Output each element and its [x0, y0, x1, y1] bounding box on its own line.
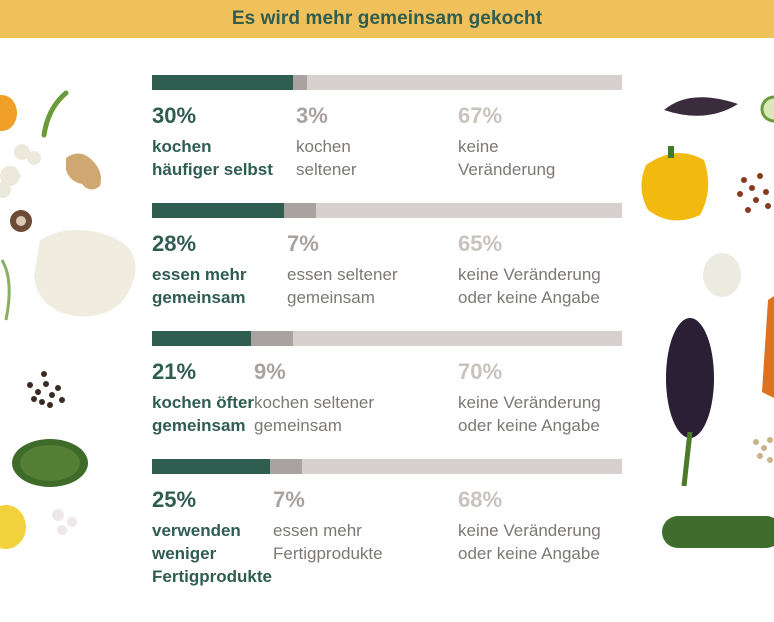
- bar-segment-negative: [250, 331, 293, 346]
- value-label: 68%: [458, 487, 503, 512]
- category-label: keine Veränderung oder keine Angabe: [458, 393, 601, 435]
- category-label: keine Veränderung: [458, 137, 556, 179]
- category-label: essen mehr gemeinsam: [152, 265, 247, 307]
- label-neutral-3: 70% keine Veränderung oder keine Angabe: [458, 359, 601, 437]
- bar-segment-positive: [152, 331, 251, 346]
- bar-row-1: [152, 75, 622, 90]
- bar-segment-negative: [293, 75, 308, 90]
- value-label: 21%: [152, 359, 197, 384]
- value-label: 70%: [458, 359, 503, 384]
- value-label: 65%: [458, 231, 503, 256]
- value-label: 28%: [152, 231, 197, 256]
- value-label: 7%: [287, 231, 319, 256]
- label-negative-2: 7% essen seltener gemeinsam: [287, 231, 398, 309]
- label-negative-4: 7% essen mehr Fertigprodukte: [273, 487, 383, 565]
- value-label: 9%: [254, 359, 286, 384]
- bar-segment-positive: [152, 75, 293, 90]
- category-label: kochen häufiger selbst: [152, 137, 273, 179]
- bar-segment-neutral: [307, 75, 622, 90]
- value-label: 7%: [273, 487, 305, 512]
- bar-segment-neutral: [302, 459, 622, 474]
- bar-segment-positive: [152, 203, 284, 218]
- label-positive-4: 25% verwenden weniger Fertigprodukte: [152, 487, 272, 588]
- header-banner: Es wird mehr gemeinsam gekocht: [0, 0, 774, 38]
- bar-segment-negative: [269, 459, 303, 474]
- value-label: 25%: [152, 487, 197, 512]
- category-label: essen seltener gemeinsam: [287, 265, 398, 307]
- bar-segment-negative: [283, 203, 317, 218]
- bar-segment-neutral: [316, 203, 622, 218]
- label-neutral-1: 67% keine Veränderung: [458, 103, 555, 181]
- bar-row-2: [152, 203, 622, 218]
- category-label: verwenden weniger Fertigprodukte: [152, 521, 272, 586]
- category-label: kochen seltener gemeinsam: [254, 393, 375, 435]
- label-negative-1: 3% kochen seltener: [296, 103, 356, 181]
- value-label: 30%: [152, 103, 197, 128]
- label-negative-3: 9% kochen seltener gemeinsam: [254, 359, 374, 437]
- category-label: essen mehr Fertigprodukte: [273, 521, 383, 563]
- value-label: 67%: [458, 103, 503, 128]
- label-neutral-4: 68% keine Veränderung oder keine Angabe: [458, 487, 601, 565]
- category-label: keine Veränderung oder keine Angabe: [458, 265, 601, 307]
- value-label: 3%: [296, 103, 328, 128]
- category-label: kochen seltener: [296, 137, 357, 179]
- label-positive-2: 28% essen mehr gemeinsam: [152, 231, 247, 309]
- label-neutral-2: 65% keine Veränderung oder keine Angabe: [458, 231, 601, 309]
- bar-row-3: [152, 331, 622, 346]
- label-positive-3: 21% kochen öfter gemeinsam: [152, 359, 254, 437]
- category-label: keine Veränderung oder keine Angabe: [458, 521, 601, 563]
- bar-segment-positive: [152, 459, 270, 474]
- chart-title: Es wird mehr gemeinsam gekocht: [231, 8, 543, 29]
- bar-row-4: [152, 459, 622, 474]
- category-label: kochen öfter gemeinsam: [152, 393, 255, 435]
- bar-segment-neutral: [292, 331, 622, 346]
- label-positive-1: 30% kochen häufiger selbst: [152, 103, 273, 181]
